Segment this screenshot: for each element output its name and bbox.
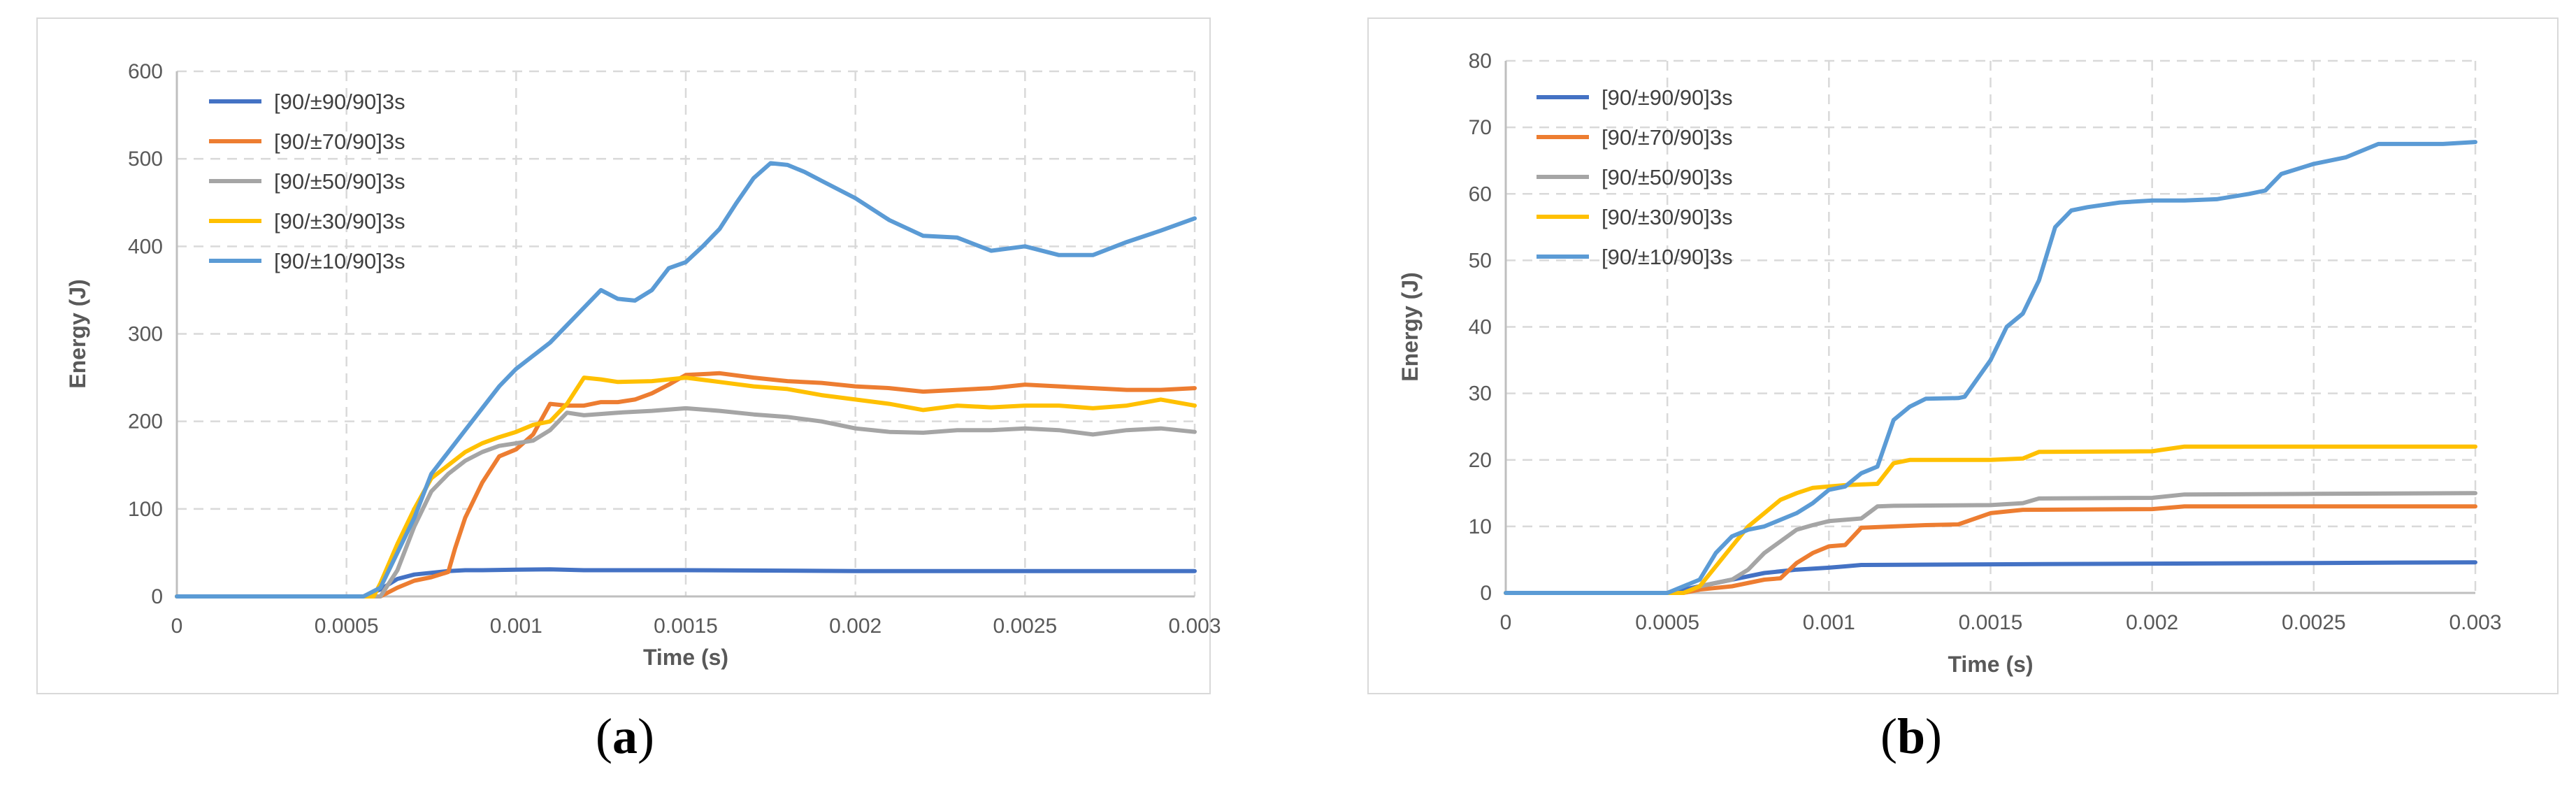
chart-b-y-tick-label: 10 <box>1469 515 1492 538</box>
panel-letter-b: b <box>1897 708 1926 764</box>
chart-b-x-tick-label: 0 <box>1500 611 1512 634</box>
chart-a-y-tick-label: 300 <box>128 323 163 346</box>
chart-a-series-line-2 <box>175 371 1197 599</box>
chart-panel-b: 0 10 20 30 40 50 60 70 80 0 0.0005 0.001 0.0015 0.002… <box>1367 17 2559 694</box>
chart-a-y-tick-label: 400 <box>128 235 163 258</box>
chart-a-legend-label-4: [90/±30/90]3s <box>274 209 405 234</box>
chart-a-x-tick-label: 0.003 <box>1168 615 1221 638</box>
chart-b-y-tick-label: 70 <box>1469 116 1492 139</box>
chart-b-y-tick-label: 0 <box>1480 582 1492 605</box>
chart-b-y-tick-label: 80 <box>1469 50 1492 73</box>
chart-a-y-tick-label: 600 <box>128 60 163 83</box>
chart-b-series-line-5 <box>1504 140 2477 595</box>
chart-b-y-tick-label: 20 <box>1469 449 1492 472</box>
panel-letter-a: a <box>612 708 638 764</box>
chart-a-y-tick-label: 200 <box>128 410 163 434</box>
chart-a-legend-label-2: [90/±70/90]3s <box>274 129 405 154</box>
chart-a-x-axis-title: Time (s) <box>643 645 728 670</box>
chart-b-legend-label-4: [90/±30/90]3s <box>1602 205 1733 229</box>
chart-a-legend-label-3: [90/±50/90]3s <box>274 169 405 194</box>
chart-b-legend-label-5: [90/±10/90]3s <box>1602 245 1733 269</box>
chart-b-x-tick-label: 0.003 <box>2449 611 2501 634</box>
chart-b-x-tick-label: 0.001 <box>1803 611 1855 634</box>
energy-chart-b: 0 10 20 30 40 50 60 70 80 0 0.0005 0.001 0.0015 0.002… <box>1397 50 2502 677</box>
chart-b-series-line-2 <box>1504 504 2477 595</box>
chart-b-x-tick-label: 0.0015 <box>1959 611 2023 634</box>
chart-a-series-line-5 <box>175 161 1197 599</box>
chart-b-x-tick-label: 0.0005 <box>1635 611 1699 634</box>
chart-a-y-tick-label: 100 <box>128 498 163 521</box>
chart-b-x-axis-title: Time (s) <box>1948 652 2033 677</box>
chart-a-legend-label-1: [90/±90/90]3s <box>274 89 405 114</box>
chart-a-y-tick-label: 0 <box>151 585 163 608</box>
chart-b-y-axis-title: Energy (J) <box>1397 272 1423 381</box>
chart-a-y-tick-label: 500 <box>128 148 163 171</box>
panel-label-a: (a) <box>596 708 654 764</box>
chart-b-series-line-3 <box>1504 491 2477 595</box>
chart-b-legend-label-2: [90/±70/90]3s <box>1602 125 1733 150</box>
chart-panel-a: 0 100 200 300 400 500 600 0 0.0005 0.001 0.0015 0.0… <box>36 17 1221 694</box>
chart-a-series-line-4 <box>175 375 1197 599</box>
chart-a-x-tick-label: 0.001 <box>490 615 542 638</box>
chart-b-x-tick-label: 0.002 <box>2126 611 2178 634</box>
chart-b-y-tick-label: 50 <box>1469 249 1492 272</box>
panel-label-b: (b) <box>1880 708 1943 764</box>
chart-a-x-tick-label: 0 <box>171 615 183 638</box>
chart-a-legend-label-5: [90/±10/90]3s <box>274 249 405 273</box>
chart-b-legend-label-3: [90/±50/90]3s <box>1602 165 1733 189</box>
chart-a-x-tick-label: 0.002 <box>829 615 882 638</box>
energy-chart-a: 0 100 200 300 400 500 600 0 0.0005 0.001 0.0015 0.0… <box>65 60 1221 670</box>
chart-b-y-tick-label: 30 <box>1469 382 1492 406</box>
chart-b-y-tick-label: 60 <box>1469 182 1492 206</box>
chart-a-x-tick-label: 0.0025 <box>993 615 1057 638</box>
chart-a-x-tick-label: 0.0005 <box>315 615 379 638</box>
chart-b-legend-label-1: [90/±90/90]3s <box>1602 85 1733 110</box>
chart-b-y-tick-label: 40 <box>1469 316 1492 339</box>
chart-b-x-tick-label: 0.0025 <box>2282 611 2346 634</box>
chart-a-x-tick-label: 0.0015 <box>654 615 718 638</box>
chart-a-y-axis-title: Energy (J) <box>65 279 90 388</box>
chart-a-series-line-3 <box>175 406 1197 599</box>
